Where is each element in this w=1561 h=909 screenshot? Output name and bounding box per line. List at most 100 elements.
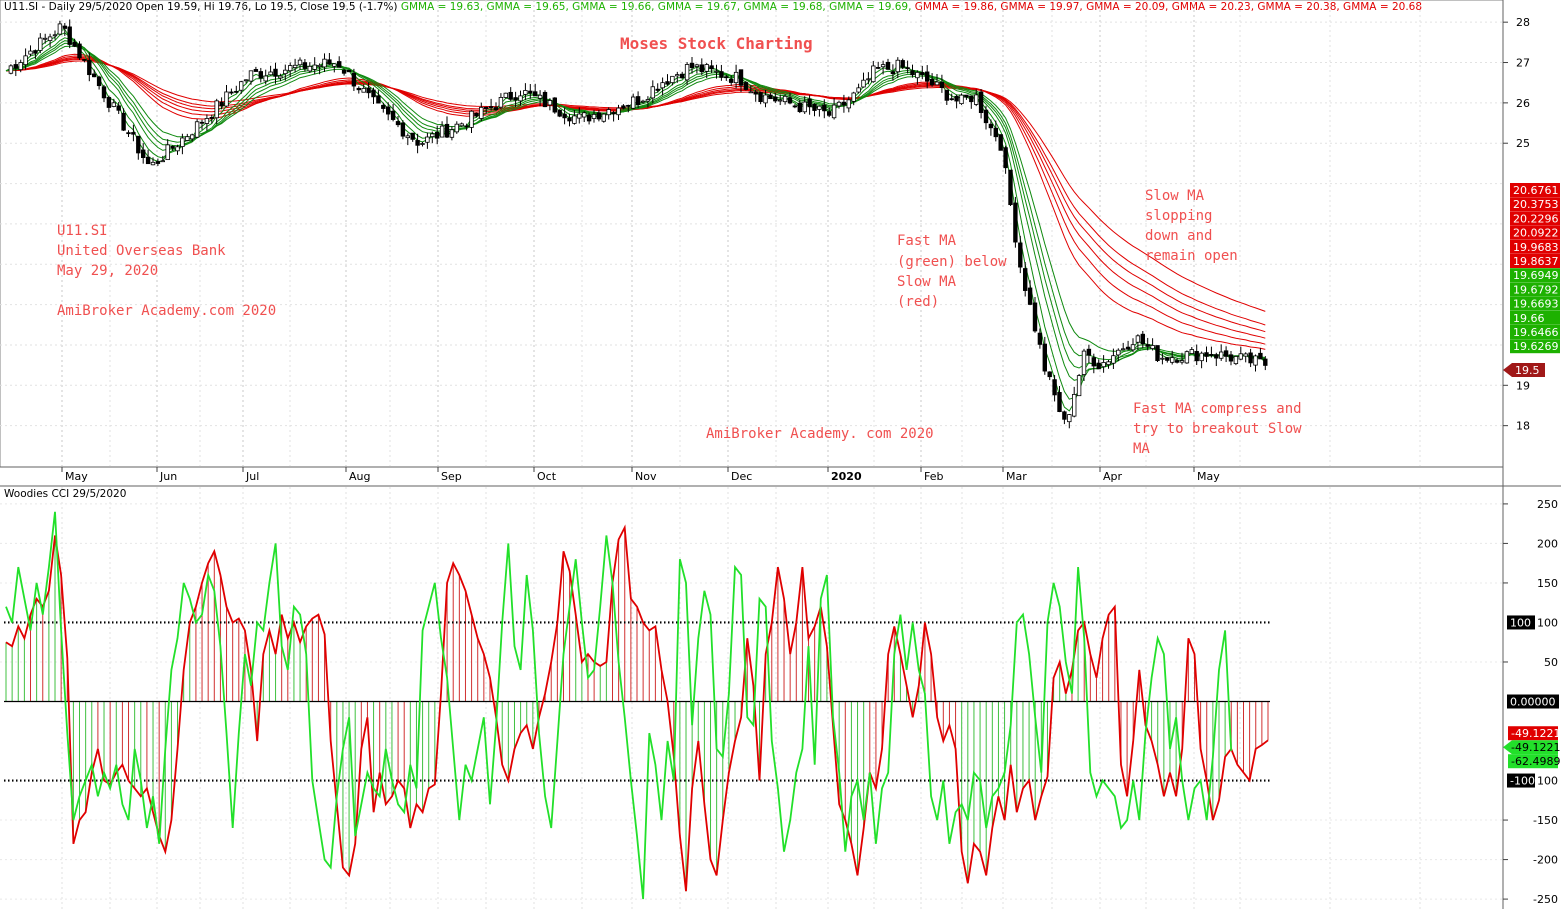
- candle-body: [635, 96, 641, 106]
- candle-body: [831, 104, 837, 119]
- annotation-fast-ma-4: (red): [897, 294, 939, 310]
- candle-body: [1179, 360, 1185, 363]
- candle-body: [645, 99, 651, 102]
- candle-body: [140, 149, 146, 158]
- candle-body: [43, 37, 48, 40]
- candle-body: [474, 112, 479, 117]
- annotation-compress-1: Fast MA compress and: [1133, 401, 1302, 417]
- month-label: Nov: [635, 470, 657, 483]
- price-badge-bg: [1510, 225, 1560, 240]
- candle-body: [1248, 352, 1253, 364]
- candle-body: [895, 59, 900, 73]
- candle-body: [38, 37, 43, 51]
- annotation-fast-ma-3: Slow MA: [897, 274, 957, 290]
- month-label: Jul: [245, 470, 259, 483]
- candle-body: [1125, 346, 1131, 350]
- candle-body: [483, 106, 489, 110]
- gmma-value: GMMA = 19.69,: [825, 1, 912, 13]
- gmma-short-line: [5, 40, 1266, 369]
- candle-body: [1067, 414, 1072, 423]
- month-label: Mar: [1006, 470, 1027, 483]
- candle-body: [180, 137, 185, 147]
- candle-body: [87, 60, 92, 76]
- candle-body: [479, 106, 484, 119]
- cci-tick-label: 150: [1537, 577, 1558, 590]
- cci-lines: [5, 511, 1269, 900]
- candle-body: [537, 94, 543, 99]
- candle-body: [1204, 352, 1209, 357]
- candle-body: [302, 62, 308, 69]
- candle-body: [880, 64, 886, 68]
- month-label: Dec: [731, 470, 752, 483]
- price-badge-label: 19.6269: [1513, 340, 1559, 353]
- price-tick-label: 19: [1516, 379, 1530, 392]
- cci-tick-label: -250: [1533, 893, 1558, 906]
- candle-body: [327, 59, 332, 65]
- month-label: Aug: [349, 470, 370, 483]
- price-badge-bg: [1510, 282, 1560, 297]
- price-axis: 18 19 25 26 27 28: [1503, 16, 1530, 433]
- candle-body: [851, 92, 856, 102]
- gmma-value: GMMA = 19.63,: [400, 1, 484, 13]
- cci-value-badge-label: -49.1221: [1511, 741, 1560, 754]
- candle-body: [905, 67, 910, 70]
- candle-body: [1076, 375, 1082, 397]
- candle-body: [1037, 332, 1043, 345]
- candle-body: [150, 161, 156, 166]
- candle-body: [1052, 379, 1057, 396]
- gmma-value: GMMA = 20.38,: [1254, 1, 1340, 13]
- candle-body: [792, 105, 798, 108]
- candle-body: [969, 95, 974, 103]
- candle-body: [807, 98, 812, 108]
- candle-body: [1111, 355, 1116, 364]
- candle-body: [782, 95, 788, 103]
- price-badge-label: 19.66: [1513, 312, 1545, 325]
- price-badge-bg: [1510, 254, 1560, 268]
- candle-body: [13, 64, 18, 69]
- candle-body: [753, 91, 758, 95]
- annotation-slow-ma-1: Slow MA: [1145, 188, 1205, 204]
- candle-body: [699, 64, 704, 73]
- month-axis: May Jun Jul Aug Sep Oct Nov Dec 2020 Feb Mar Apr May: [61, 467, 1220, 483]
- candle-body: [768, 94, 773, 100]
- annotation-compress-3: MA: [1133, 441, 1150, 457]
- candle-body: [694, 64, 700, 67]
- gmma-short-line: [5, 45, 1266, 359]
- candle-body: [704, 64, 709, 72]
- candle-body: [929, 78, 935, 86]
- annotation-compress-2: try to breakout Slow: [1133, 421, 1302, 437]
- gmma-short-line: [5, 32, 1266, 400]
- candle-body: [1042, 343, 1047, 372]
- candle-body: [214, 100, 219, 119]
- candle-body: [1219, 351, 1224, 359]
- gmma-short-line: [5, 37, 1266, 381]
- candle-body: [175, 146, 180, 152]
- cci-level-badge-bg: [1507, 615, 1535, 630]
- candle-body: [1253, 355, 1258, 366]
- candle-body: [665, 81, 670, 85]
- gmma-value: GMMA = 19.65,: [483, 1, 569, 13]
- candle-body: [1086, 348, 1092, 356]
- candle-body: [802, 101, 807, 113]
- gmma-value: GMMA = 19.67,: [654, 1, 741, 13]
- annotation-stock-line-2: United Overseas Bank: [57, 243, 226, 259]
- candle-body: [856, 87, 861, 93]
- candle-body: [508, 91, 513, 100]
- candle-body: [1214, 354, 1219, 359]
- candle-body: [82, 59, 87, 61]
- candle-body: [626, 104, 631, 107]
- candle-body: [1238, 353, 1243, 360]
- annotation-title: Moses Stock Charting: [620, 34, 813, 53]
- candle-body: [322, 58, 327, 68]
- candle-body: [714, 70, 719, 73]
- candle-body: [1057, 392, 1062, 412]
- candle-body: [934, 81, 940, 86]
- candle-body: [72, 41, 77, 47]
- candle-body: [1096, 362, 1101, 370]
- candle-body: [513, 97, 518, 101]
- candlesticks: [8, 19, 1268, 429]
- price-badge-label: 20.0922: [1513, 227, 1559, 240]
- candle-body: [312, 64, 317, 70]
